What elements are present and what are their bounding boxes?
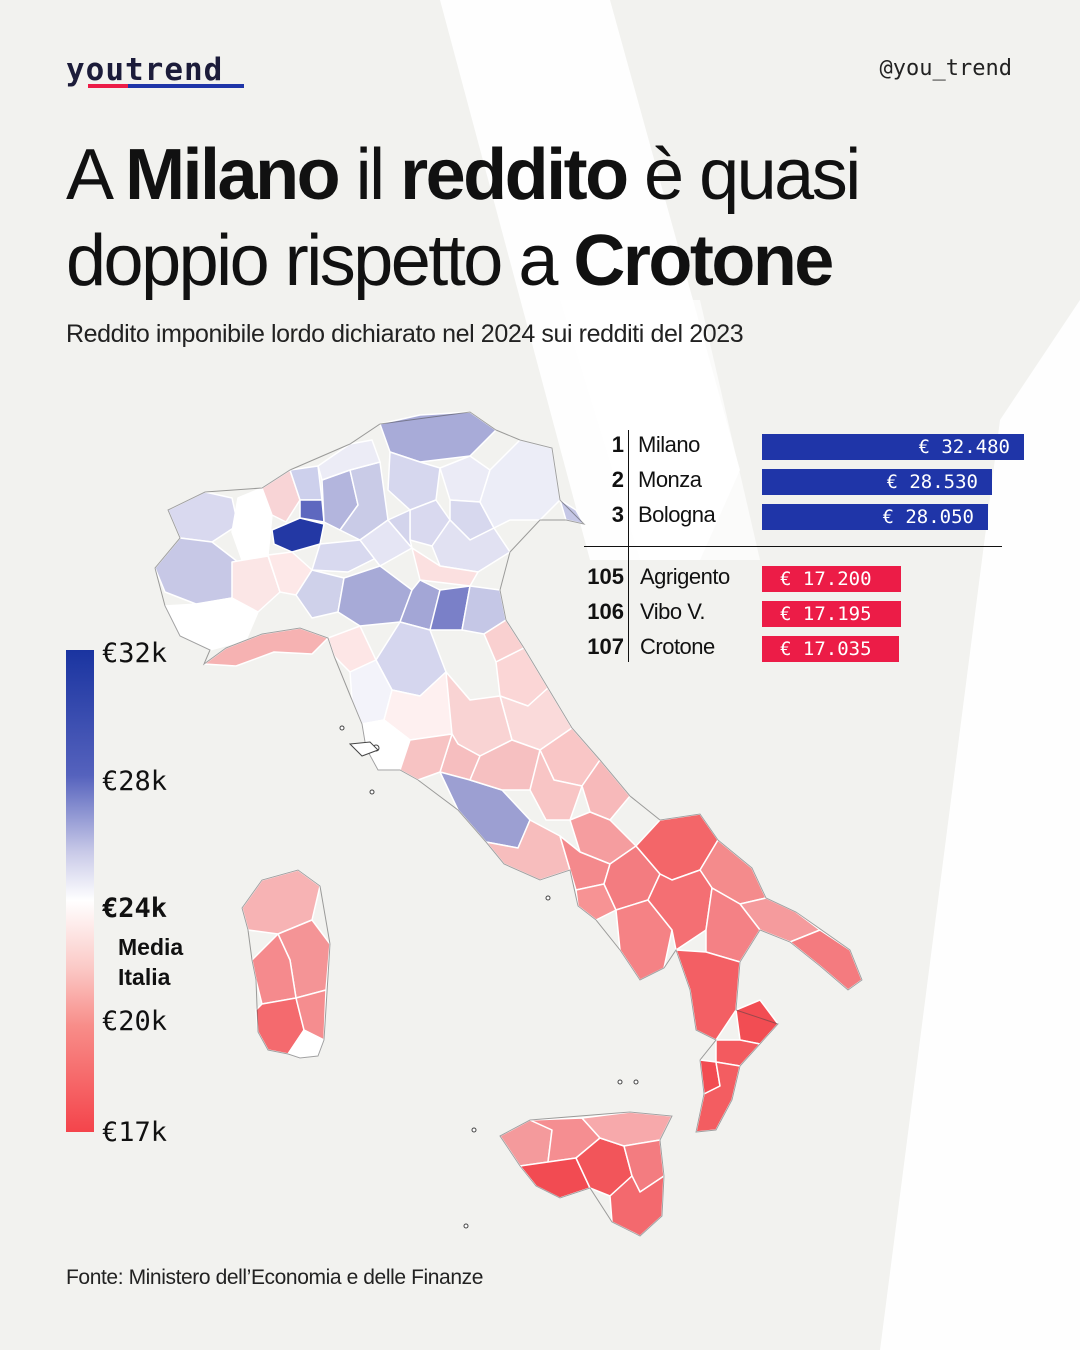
ranking-city-name: Bologna	[638, 502, 716, 527]
italy-income-map	[154, 411, 863, 1237]
ranking-city-name: Milano	[638, 432, 700, 457]
region-milano	[271, 517, 325, 553]
subtitle: Reddito imponibile lordo dichiarato nel …	[66, 320, 744, 348]
ranking-position: 2	[611, 467, 624, 492]
ranking-panel: 1 Milano € 32.480 2 Monza € 28.530 3 Bologna € 2…	[580, 428, 1040, 668]
ranking-position: 105	[587, 564, 624, 589]
ranking-position: 107	[587, 634, 624, 659]
legend-lower-label: €20k	[102, 1006, 168, 1037]
legend-min-label: €17k	[102, 1117, 168, 1148]
youtrend-logo: youtrend	[66, 52, 224, 88]
headline-city-crotone: Crotone	[573, 221, 834, 301]
legend-color-scale	[66, 650, 94, 1132]
region-rovigo	[411, 547, 479, 587]
region-lecce	[789, 929, 863, 991]
legend-average-note: Media Italia	[118, 934, 184, 990]
region-asti	[231, 555, 281, 613]
legend-mid-label: €24k	[102, 893, 168, 924]
region-viterbo	[399, 733, 453, 781]
ranking-bar-top: € 32.480	[762, 434, 1024, 460]
ranking-bar-bottom: € 17.035	[762, 636, 899, 662]
ranking-position: 106	[587, 599, 624, 624]
ranking-city-name: Crotone	[640, 634, 715, 659]
region-parma-reggio	[337, 565, 413, 627]
region-catanzaro	[715, 1039, 761, 1067]
ranking-divider-horizontal	[584, 546, 1002, 547]
region-verona	[387, 509, 413, 549]
ranking-bar-top: € 28.530	[762, 469, 992, 495]
headline-city-milano: Milano	[125, 135, 341, 215]
island-elba	[348, 741, 379, 757]
ranking-city-name: Agrigento	[640, 564, 730, 589]
ranking-position: 3	[611, 502, 624, 527]
source-note: Fonte: Ministero dell’Economia e delle F…	[66, 1266, 483, 1289]
legend-upper-label: €28k	[102, 766, 168, 797]
region-friuli	[479, 439, 561, 529]
social-handle: @you_trend	[879, 56, 1012, 81]
region-chieti	[581, 759, 631, 821]
ranking-bar-bottom: € 17.200	[762, 566, 901, 592]
region-cosenza	[675, 949, 741, 1041]
region-piedmont-west	[154, 537, 239, 605]
headline-income: reddito	[400, 135, 629, 215]
ranking-position: 1	[611, 432, 624, 457]
logo-underline	[88, 84, 244, 90]
region-monza	[299, 499, 325, 523]
region-lodi-cremona	[311, 539, 381, 573]
ranking-city-name: Monza	[638, 467, 702, 492]
ranking-bar-top: € 28.050	[762, 504, 988, 530]
ranking-city-name: Vibo V.	[640, 599, 706, 624]
ranking-bar-bottom: € 17.195	[762, 601, 901, 627]
headline: A Milano il reddito è quasi doppio rispe…	[66, 135, 861, 301]
legend-max-label: €32k	[102, 638, 168, 669]
